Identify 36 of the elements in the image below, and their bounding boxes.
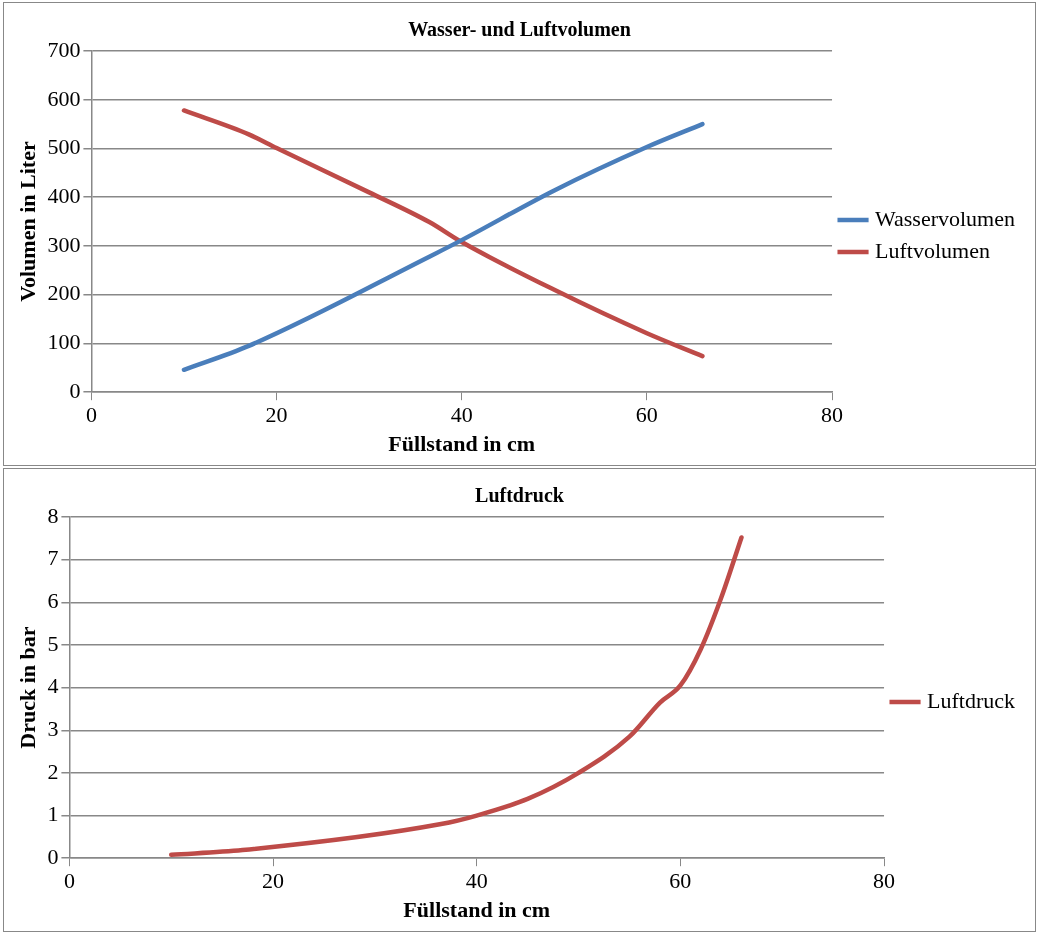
legend-label: Wasservolumen <box>875 205 1016 231</box>
y-tick-label: 2 <box>47 758 59 784</box>
x-tick-label: 40 <box>465 868 488 894</box>
y-tick-label: 5 <box>47 630 59 656</box>
x-tick-label: 80 <box>873 868 896 894</box>
x-tick-label: 40 <box>450 402 473 428</box>
y-tick-label: 200 <box>47 280 81 306</box>
line-series <box>168 535 744 858</box>
y-axis-title: Druck in bar <box>14 626 40 749</box>
y-tick-label: 8 <box>47 502 59 528</box>
y-tick-label: 7 <box>47 545 59 571</box>
y-tick-label: 1 <box>47 801 59 827</box>
x-axis-title: Füllstand in cm <box>403 897 551 923</box>
y-tick-label: 4 <box>47 673 59 699</box>
x-tick-label: 60 <box>635 402 658 428</box>
y-tick-label: 6 <box>47 588 59 614</box>
x-axis-title: Füllstand in cm <box>388 431 536 457</box>
y-axis-title: Volumen in Liter <box>14 141 40 302</box>
x-tick-label: 60 <box>669 868 692 894</box>
x-tick-label: 0 <box>85 402 97 428</box>
legend-label: Luftdruck <box>927 687 1015 713</box>
y-tick-label: 3 <box>47 716 59 742</box>
y-tick-label: 500 <box>47 134 81 160</box>
chart-title: Wasser- und Luftvolumen <box>408 18 631 41</box>
y-tick-label: 300 <box>47 231 81 257</box>
y-tick-label: 700 <box>47 36 81 62</box>
y-tick-label: 400 <box>47 183 81 209</box>
x-tick-label: 80 <box>821 402 844 428</box>
chart-title: Luftdruck <box>475 484 565 507</box>
y-tick-label: 0 <box>69 377 81 403</box>
x-tick-label: 20 <box>265 402 288 428</box>
y-tick-label: 100 <box>47 329 81 355</box>
y-tick-label: 600 <box>47 85 81 111</box>
legend-label: Luftvolumen <box>875 237 990 263</box>
x-tick-label: 20 <box>262 868 285 894</box>
y-tick-label: 0 <box>47 843 59 869</box>
